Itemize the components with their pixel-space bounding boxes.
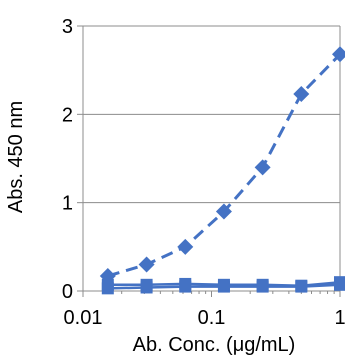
data-series — [99, 46, 345, 295]
tick-labels: 0 1 2 3 0.01 0.1 1 — [62, 16, 345, 329]
y-axis-title: Abs. 450 nm — [5, 101, 27, 213]
data-point-diamond — [254, 159, 271, 176]
grid-lines — [83, 25, 340, 204]
data-point-diamond — [177, 238, 194, 255]
data-point-diamond — [215, 203, 232, 220]
series-1 — [99, 46, 345, 284]
data-point-diamond — [99, 267, 116, 284]
data-point-square — [140, 281, 153, 294]
y-tick-label: 1 — [62, 193, 73, 215]
data-point-square — [334, 278, 345, 291]
series-line — [107, 53, 342, 278]
y-tick-label: 0 — [62, 281, 73, 303]
x-tick-label: 0.1 — [198, 307, 226, 329]
data-point-diamond — [138, 256, 155, 273]
axes — [77, 25, 341, 297]
data-point-diamond — [293, 86, 310, 103]
data-point-square — [295, 280, 308, 293]
x-axis-title: Ab. Conc. (μg/mL) — [133, 334, 296, 356]
data-point-square — [256, 280, 269, 293]
y-tick-label: 3 — [62, 16, 73, 38]
x-tick-label: 1 — [334, 307, 345, 329]
data-point-square — [217, 280, 230, 293]
data-point-square — [101, 282, 114, 295]
x-tick-label: 0.01 — [64, 307, 103, 329]
data-point-diamond — [332, 46, 345, 63]
y-tick-label: 2 — [62, 104, 73, 126]
series-3 — [101, 278, 345, 295]
data-point-square — [179, 280, 192, 293]
